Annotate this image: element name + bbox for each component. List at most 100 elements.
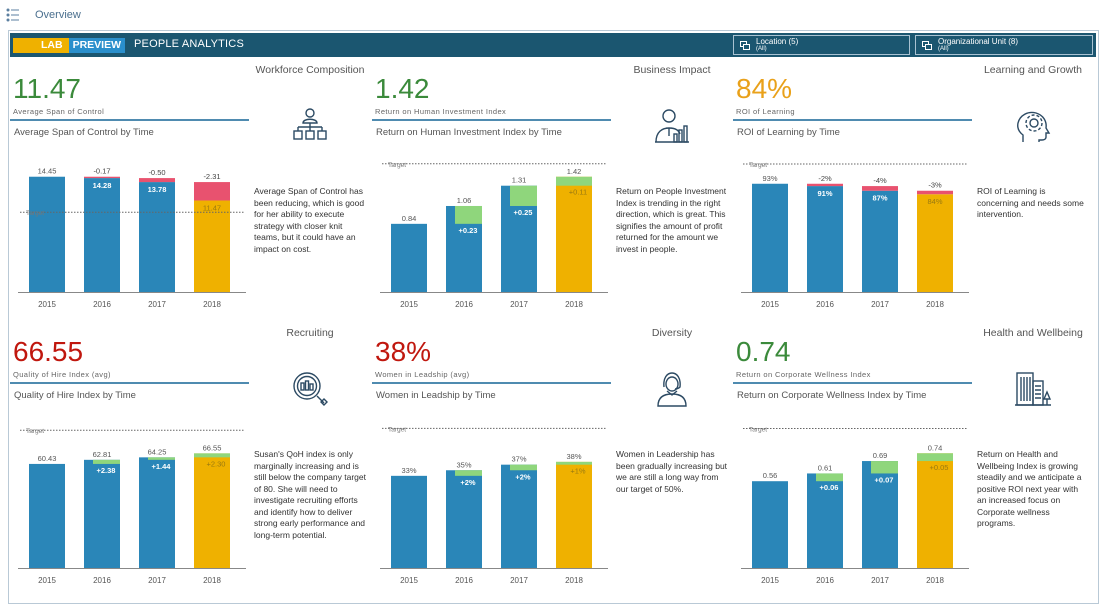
x-tick-label: 2015 (38, 576, 56, 585)
org-unit-filter-button[interactable]: Organizational Unit (8) (All) (915, 35, 1093, 55)
category-title: Learning and Growth (983, 64, 1083, 76)
value-label: 93% (762, 174, 777, 183)
divider (10, 119, 249, 121)
decrease-segment (84, 176, 120, 179)
breadcrumb[interactable]: Overview (35, 9, 81, 21)
kpi-label: Average Span of Control (13, 107, 105, 116)
target-label: Target (388, 426, 406, 433)
bar (84, 459, 120, 568)
bar (752, 481, 788, 568)
value-label: 66.55 (203, 443, 222, 452)
increase-segment (871, 461, 898, 474)
kpi-label: Women in Leadship (avg) (375, 370, 470, 379)
bar (862, 461, 898, 568)
divider (10, 382, 249, 384)
bar (807, 473, 843, 568)
value-label: 38% (566, 452, 581, 461)
chart-title: Quality of Hire Index by Time (14, 390, 136, 401)
list-icon[interactable] (6, 7, 20, 23)
kpi-value: 38% (375, 336, 432, 367)
chart-description: Return on People Investment Index is tre… (616, 186, 727, 254)
kpi-panel: 66.55 Quality of Hire Index (avg) Qualit… (8, 321, 370, 585)
x-tick-label: 2018 (203, 576, 221, 585)
kpi-value: 66.55 (13, 336, 84, 367)
delta-label: +0.06 (820, 483, 839, 492)
kpi-panel: 84% ROI of Learning ROI of Learning by T… (731, 58, 1093, 320)
value-label: 64.25 (148, 447, 167, 456)
logo-lab: LAB (13, 38, 69, 53)
increase-segment (917, 453, 953, 462)
business-person-chart-icon (655, 109, 689, 143)
value-label: 84% (927, 197, 942, 206)
x-tick-label: 2017 (871, 300, 889, 309)
x-tick-label: 2016 (455, 576, 473, 585)
chart-description: Return on Health and Wellbeing Index is … (977, 449, 1082, 528)
value-label: 0.56 (763, 471, 778, 480)
bar-chart: 60.43 2015 +2.38 62.81 2016 +1.44 64.25 2017 +2.… (18, 428, 246, 585)
value-label: 0.69 (873, 451, 888, 460)
value-label: 33% (401, 466, 416, 475)
kpi-label: ROI of Learning (736, 107, 795, 116)
filter-label: Organizational Unit (8) (938, 37, 1019, 46)
delta-label: -2.31 (203, 172, 220, 181)
value-label: 35% (456, 460, 471, 469)
increase-segment (510, 464, 537, 471)
org-chart-icon (293, 108, 327, 140)
bar-chart: 0.84 2015 +0.23 1.06 2016 +0.25 1.31 2017 +0.11 1… (380, 162, 608, 309)
x-tick-label: 2018 (565, 576, 583, 585)
increase-segment (510, 185, 537, 206)
value-label: 14.45 (38, 167, 57, 176)
category-title: Health and Wellbeing (983, 327, 1083, 339)
value-label: 0.84 (402, 214, 417, 223)
delta-label: -0.50 (148, 168, 165, 177)
bar (194, 200, 230, 292)
filter-value: (All) (756, 46, 767, 52)
value-label: 0.74 (928, 443, 943, 452)
decrease-segment (807, 183, 843, 187)
target-label: Target (26, 210, 44, 217)
increase-segment (816, 473, 843, 482)
increase-segment (556, 461, 592, 465)
delta-label: -2% (818, 174, 832, 183)
value-label: 0.61 (818, 463, 833, 472)
location-filter-button[interactable]: Location (5) (All) (733, 35, 910, 55)
head-gear-icon (1017, 111, 1051, 142)
kpi-label: Return on Human Investment Index (375, 107, 507, 116)
magnifier-chart-icon (293, 372, 328, 406)
app-header: LAB PREVIEW PEOPLE ANALYTICS Location (5… (10, 33, 1096, 57)
bar (917, 194, 953, 292)
bar (391, 475, 427, 568)
lab-preview-logo: LAB PREVIEW (13, 38, 126, 53)
x-tick-label: 2017 (871, 576, 889, 585)
bar-chart: 14.45 2015 -0.17 14.28 2016 -0.50 13.78 2017 -2.… (18, 167, 246, 309)
increase-segment (93, 459, 120, 464)
value-label: 62.81 (93, 450, 112, 459)
kpi-panel: 11.47 Average Span of Control Average Sp… (8, 58, 370, 320)
value-label: 87% (872, 194, 887, 203)
kpi-value: 84% (736, 73, 793, 104)
delta-label: +2% (460, 478, 476, 487)
delta-label: -0.17 (93, 167, 110, 176)
value-label: 91% (817, 189, 832, 198)
chart-title: Return on Corporate Wellness Index by Ti… (737, 390, 927, 401)
kpi-panel: 0.74 Return on Corporate Wellness Index … (731, 321, 1093, 585)
increase-segment (455, 205, 482, 224)
bar (752, 183, 788, 292)
delta-label: +1% (570, 467, 586, 476)
decrease-segment (139, 178, 175, 183)
target-label: Target (388, 162, 406, 169)
x-tick-label: 2016 (816, 300, 834, 309)
bar (29, 176, 65, 292)
kpi-value: 11.47 (13, 73, 81, 104)
chart-title: Women in Leadship by Time (376, 390, 496, 401)
chart-description: Average Span of Control has been reducin… (254, 186, 365, 254)
x-tick-label: 2016 (93, 300, 111, 309)
x-tick-label: 2017 (510, 576, 528, 585)
chart-title: ROI of Learning by Time (737, 127, 840, 138)
chart-title: Average Span of Control by Time (14, 127, 154, 138)
bar (556, 461, 592, 568)
bar (556, 176, 592, 292)
woman-icon (657, 372, 687, 407)
increase-segment (556, 176, 592, 186)
logo-preview: PREVIEW (68, 38, 126, 53)
